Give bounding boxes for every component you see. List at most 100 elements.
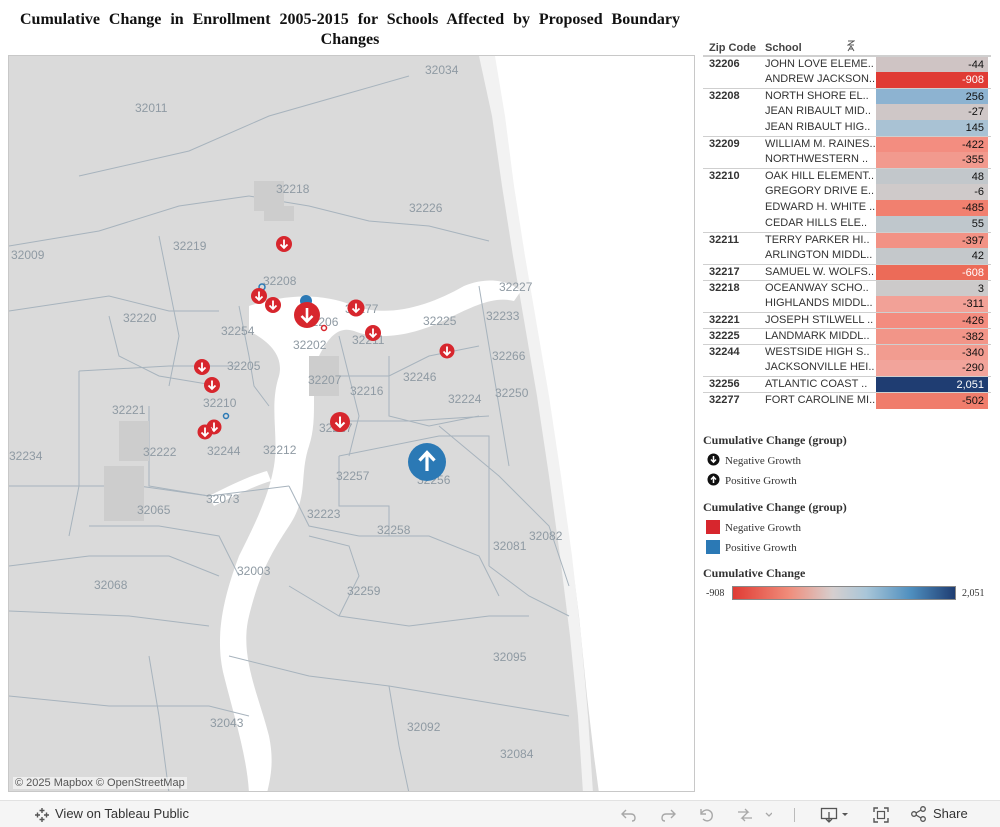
table-row[interactable]: 32244 WESTSIDE HIGH S.. -340 xyxy=(703,344,991,361)
revert-button[interactable] xyxy=(698,806,716,824)
zip-label: 32095 xyxy=(493,650,527,664)
arrow-down-circle-icon xyxy=(707,453,720,466)
table-row[interactable]: 32221 JOSEPH STILWELL .. -426 xyxy=(703,312,991,329)
table-row[interactable]: NORTHWESTERN .. -355 xyxy=(703,152,991,168)
legend-shape-item[interactable]: Positive Growth xyxy=(703,473,993,493)
header-school[interactable]: School xyxy=(765,42,802,54)
zip-label: 32216 xyxy=(350,384,384,398)
legend-gradient-title: Cumulative Change xyxy=(703,566,806,580)
table-row[interactable]: 32210 OAK HILL ELEMENT.. 48 xyxy=(703,168,991,185)
row-cumulative-change[interactable]: -27 xyxy=(876,104,988,120)
zip-label: 32212 xyxy=(263,443,297,457)
legend-color-item[interactable]: Positive Growth xyxy=(703,540,993,560)
row-cumulative-change[interactable]: 48 xyxy=(876,169,988,185)
marker-negative[interactable] xyxy=(251,288,267,304)
legend-color-item[interactable]: Negative Growth xyxy=(703,520,993,540)
redo-icon xyxy=(661,809,676,822)
row-cumulative-change[interactable]: -397 xyxy=(876,233,988,249)
table-row[interactable]: 32209 WILLIAM M. RAINES.. -422 xyxy=(703,136,991,153)
row-cumulative-change[interactable]: -382 xyxy=(876,329,988,345)
row-school-name: SAMUEL W. WOLFS.. xyxy=(765,266,874,278)
row-cumulative-change[interactable]: 55 xyxy=(876,216,988,232)
row-cumulative-change[interactable]: -290 xyxy=(876,360,988,376)
legend-shape-label: Positive Growth xyxy=(725,475,797,487)
table-row[interactable]: 32206 JOHN LOVE ELEME.. -44 xyxy=(703,56,991,73)
marker-negative-large[interactable] xyxy=(294,302,320,328)
row-school-name: JOHN LOVE ELEME.. xyxy=(765,58,874,70)
table-row[interactable]: JEAN RIBAULT HIG.. 145 xyxy=(703,120,991,136)
marker-positive-large[interactable] xyxy=(408,443,446,481)
marker-negative[interactable] xyxy=(330,412,350,432)
school-dot[interactable] xyxy=(320,324,328,332)
marker-negative[interactable] xyxy=(365,325,381,341)
legend-color: Cumulative Change (group) Negative Growt… xyxy=(703,500,993,560)
row-cumulative-change[interactable]: -355 xyxy=(876,152,988,168)
table-row[interactable]: ARLINGTON MIDDL.. 42 xyxy=(703,248,991,264)
table-row[interactable]: HIGHLANDS MIDDL.. -311 xyxy=(703,296,991,312)
table-row[interactable]: CEDAR HILLS ELE.. 55 xyxy=(703,216,991,232)
row-school-name: ARLINGTON MIDDL.. xyxy=(765,249,873,261)
row-cumulative-change[interactable]: -6 xyxy=(876,184,988,200)
fullscreen-button[interactable] xyxy=(872,806,890,824)
table-row[interactable]: 32211 TERRY PARKER HI.. -397 xyxy=(703,232,991,249)
zip-label: 32244 xyxy=(207,444,241,458)
map-canvas[interactable]: 32034 32011 32218 32226 32009 32219 3220… xyxy=(9,56,695,792)
marker-negative[interactable] xyxy=(197,424,213,440)
marker-negative[interactable] xyxy=(347,299,365,317)
table-row[interactable]: ANDREW JACKSON.. -908 xyxy=(703,72,991,88)
zip-label: 32219 xyxy=(173,239,207,253)
zip-label: 32257 xyxy=(336,469,370,483)
row-zip-code: 32277 xyxy=(709,394,740,406)
legend-color-title: Cumulative Change (group) xyxy=(703,500,847,514)
row-cumulative-change[interactable]: -44 xyxy=(876,57,988,73)
table-row[interactable]: 32208 NORTH SHORE EL.. 256 xyxy=(703,88,991,105)
table-row[interactable]: 32277 FORT CAROLINE MI.. -502 xyxy=(703,392,991,409)
marker-negative[interactable] xyxy=(204,377,220,393)
table-row[interactable]: EDWARD H. WHITE .. -485 xyxy=(703,200,991,216)
row-cumulative-change[interactable]: -502 xyxy=(876,393,988,409)
map-attribution[interactable]: © 2025 Mapbox © OpenStreetMap xyxy=(13,777,187,789)
table-row[interactable]: 32256 ATLANTIC COAST .. 2,051 xyxy=(703,376,991,393)
row-cumulative-change[interactable]: -426 xyxy=(876,313,988,329)
row-cumulative-change[interactable]: -908 xyxy=(876,72,988,88)
row-cumulative-change[interactable]: -340 xyxy=(876,345,988,361)
redo-button[interactable] xyxy=(659,806,677,824)
row-school-name: LANDMARK MIDDL.. xyxy=(765,330,870,342)
row-cumulative-change[interactable]: -422 xyxy=(876,137,988,153)
download-button[interactable] xyxy=(820,806,852,824)
zip-label: 32065 xyxy=(137,503,171,517)
ocean xyxy=(487,56,694,791)
row-cumulative-change[interactable]: 2,051 xyxy=(876,377,988,393)
row-cumulative-change[interactable]: 42 xyxy=(876,248,988,264)
table-row[interactable]: 32217 SAMUEL W. WOLFS.. -608 xyxy=(703,264,991,281)
table-row[interactable]: 32218 OCEANWAY SCHO.. 3 xyxy=(703,280,991,297)
row-cumulative-change[interactable]: -608 xyxy=(876,265,988,281)
row-school-name: CEDAR HILLS ELE.. xyxy=(765,217,868,229)
zip-label: 32259 xyxy=(347,584,381,598)
row-cumulative-change[interactable]: -311 xyxy=(876,296,988,312)
sort-icon[interactable] xyxy=(846,40,856,53)
table-row[interactable]: JEAN RIBAULT MID.. -27 xyxy=(703,104,991,120)
table-row[interactable]: JACKSONVILLE HEI.. -290 xyxy=(703,360,991,376)
row-cumulative-change[interactable]: 256 xyxy=(876,89,988,105)
refresh-button[interactable] xyxy=(736,806,773,824)
map-view[interactable]: 32034 32011 32218 32226 32009 32219 3220… xyxy=(8,55,695,792)
table-row[interactable]: 32225 LANDMARK MIDDL.. -382 xyxy=(703,328,991,345)
row-school-name: OCEANWAY SCHO.. xyxy=(765,282,869,294)
marker-negative[interactable] xyxy=(194,359,210,375)
row-cumulative-change[interactable]: -485 xyxy=(876,200,988,216)
row-school-name: NORTH SHORE EL.. xyxy=(765,90,869,102)
marker-negative[interactable] xyxy=(276,236,292,252)
row-cumulative-change[interactable]: 145 xyxy=(876,120,988,136)
school-markers[interactable] xyxy=(194,236,455,481)
marker-negative[interactable] xyxy=(439,343,455,359)
undo-button[interactable] xyxy=(620,806,638,824)
school-dot[interactable] xyxy=(222,412,230,420)
marker-negative[interactable] xyxy=(265,297,281,313)
zip-label: 32227 xyxy=(499,280,533,294)
table-row[interactable]: GREGORY DRIVE E.. -6 xyxy=(703,184,991,200)
header-zip-code[interactable]: Zip Code xyxy=(709,42,757,54)
row-school-name: ANDREW JACKSON.. xyxy=(765,73,875,85)
legend-shape-item[interactable]: Negative Growth xyxy=(703,453,993,473)
row-cumulative-change[interactable]: 3 xyxy=(876,281,988,297)
